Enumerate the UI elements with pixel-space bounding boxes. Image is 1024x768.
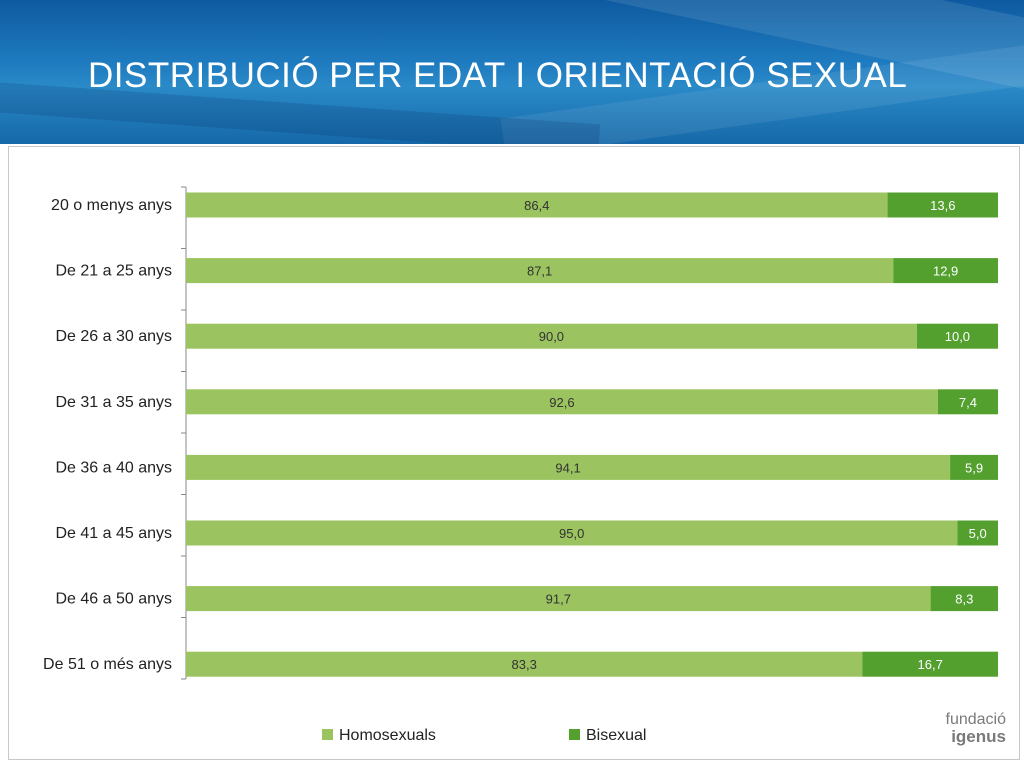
bar-bisexual xyxy=(887,192,998,218)
data-label-homosexuals: 83,3 xyxy=(512,657,537,672)
data-label-bisexual: 16,7 xyxy=(918,657,943,672)
bar-bisexual xyxy=(893,258,998,284)
category-label: De 41 a 45 anys xyxy=(55,525,172,542)
page-title: DISTRIBUCIÓ PER EDAT I ORIENTACIÓ SEXUAL xyxy=(88,56,908,95)
bar-homosexuals xyxy=(186,454,951,480)
category-label: De 46 a 50 anys xyxy=(55,591,172,608)
bar-bisexual xyxy=(950,454,998,480)
data-label-bisexual: 8,3 xyxy=(955,592,973,607)
data-label-homosexuals: 94,1 xyxy=(555,460,580,475)
category-label: De 21 a 25 anys xyxy=(55,263,172,280)
data-label-homosexuals: 87,1 xyxy=(527,264,552,279)
category-label: 20 o menys anys xyxy=(51,197,172,214)
data-label-bisexual: 5,9 xyxy=(965,460,983,475)
header-banner: DISTRIBUCIÓ PER EDAT I ORIENTACIÓ SEXUAL xyxy=(0,0,1024,144)
bar-bisexual xyxy=(930,586,998,612)
bar-homosexuals xyxy=(186,586,931,612)
category-label: De 31 a 35 anys xyxy=(55,394,172,411)
bar-homosexuals xyxy=(186,389,938,415)
legend-swatch-bisexual xyxy=(569,729,580,740)
category-label: De 26 a 30 anys xyxy=(55,328,172,345)
fundacio-igenus-logo: fundació igenus xyxy=(926,711,1007,746)
data-label-bisexual: 7,4 xyxy=(959,395,977,410)
bar-bisexual xyxy=(862,651,998,677)
bar-homosexuals xyxy=(186,651,863,677)
bar-homosexuals xyxy=(186,258,894,284)
data-label-homosexuals: 92,6 xyxy=(549,395,574,410)
data-label-homosexuals: 86,4 xyxy=(524,198,549,213)
legend-label-bisexual: Bisexual xyxy=(586,727,646,744)
stacked-bar-chart: 20 o menys anys 86,4 13,6 De 21 a 25 anys 87… xyxy=(43,186,998,744)
data-label-homosexuals: 90,0 xyxy=(539,329,564,344)
logo-line-1: fundació xyxy=(945,711,1007,728)
bar-homosexuals xyxy=(186,520,958,546)
bar-bisexual xyxy=(937,389,998,415)
data-label-homosexuals: 91,7 xyxy=(546,592,571,607)
bar-bisexual xyxy=(916,323,998,349)
data-label-bisexual: 13,6 xyxy=(930,198,955,213)
bar-homosexuals xyxy=(186,192,888,218)
data-label-homosexuals: 95,0 xyxy=(559,526,584,541)
data-label-bisexual: 5,0 xyxy=(969,526,987,541)
data-label-bisexual: 12,9 xyxy=(933,264,958,279)
data-label-bisexual: 10,0 xyxy=(945,329,970,344)
category-label: De 51 o més anys xyxy=(43,656,172,673)
logo-line-2: igenus xyxy=(951,727,1006,746)
bar-homosexuals xyxy=(186,323,917,349)
bar-bisexual xyxy=(957,520,998,546)
legend-swatch-homosexuals xyxy=(322,729,333,740)
chart-frame: 20 o menys anys 86,4 13,6 De 21 a 25 anys 87… xyxy=(8,146,1020,760)
legend-label-homosexuals: Homosexuals xyxy=(339,727,436,744)
category-label: De 36 a 40 anys xyxy=(55,459,172,476)
